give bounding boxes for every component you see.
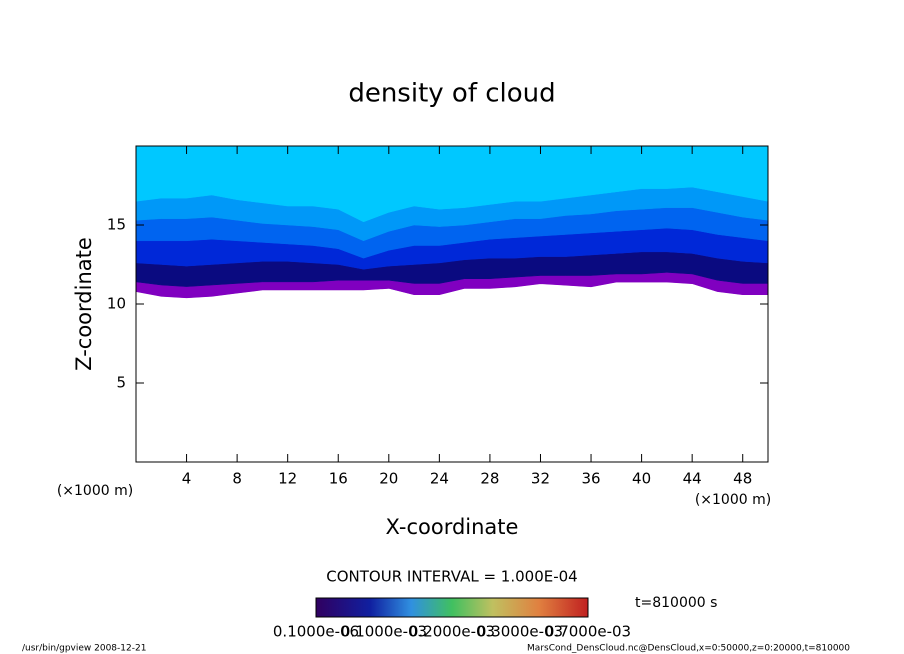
y-tick-label: 10 [107, 295, 126, 313]
footer-left: /usr/bin/gpview 2008-12-21 [22, 644, 146, 654]
chart-title: density of cloud [348, 79, 555, 109]
time-label: t=810000 s [635, 595, 717, 611]
x-tick-label: 32 [531, 470, 550, 488]
x-tick-label: 4 [182, 470, 192, 488]
x-tick-label: 48 [733, 470, 752, 488]
footer-right: MarsCond_DensCloud.nc@DensCloud,x=0:5000… [527, 644, 850, 654]
x-tick-label: 40 [632, 470, 651, 488]
x-tick-label: 24 [430, 470, 449, 488]
colorbar-label: 0.1000e-03 [341, 623, 427, 641]
cloud-base [135, 281, 768, 299]
colorbar-label: 0.1000e-06 [273, 623, 359, 641]
x-tick-label: 20 [379, 470, 398, 488]
contour-interval: CONTOUR INTERVAL = 1.000E-04 [326, 568, 577, 586]
colorbar [315, 597, 589, 618]
y-axis-label: Z-coordinate [72, 237, 96, 371]
x-unit: (×1000 m) [695, 492, 771, 508]
x-tick-label: 12 [278, 470, 297, 488]
colorbar-label: 0.3000e-03 [477, 623, 563, 641]
x-tick-label: 16 [329, 470, 348, 488]
x-tick-label: 28 [480, 470, 499, 488]
y-unit: (×1000 m) [57, 483, 133, 499]
x-tick-label: 36 [581, 470, 600, 488]
y-tick-label: 15 [107, 216, 126, 234]
colorbar-label: 0.2000e-03 [409, 623, 495, 641]
colorbar-label: 0.7000e-03 [545, 623, 631, 641]
x-tick-label: 44 [683, 470, 702, 488]
x-tick-label: 8 [232, 470, 242, 488]
y-tick-label: 5 [116, 374, 126, 392]
x-axis-label: X-coordinate [386, 515, 519, 539]
